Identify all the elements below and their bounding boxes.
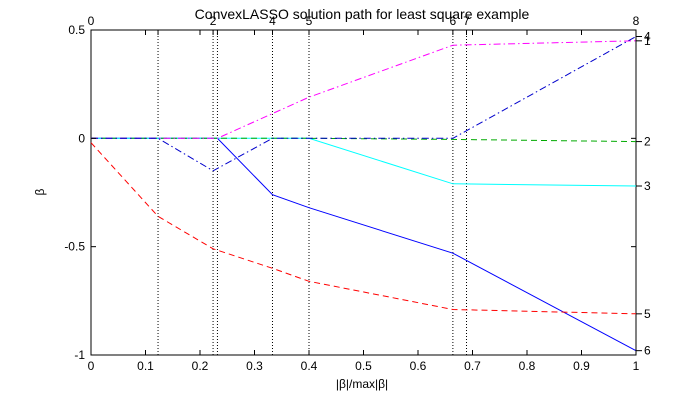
x-tick-label: 0.6	[410, 359, 427, 373]
step-marker-label: 2	[210, 14, 217, 28]
y-tick-label: -1	[74, 348, 85, 362]
x-tick-label: 0.5	[355, 359, 372, 373]
plot-area	[90, 29, 637, 356]
series-end-label: 3	[644, 179, 651, 193]
series-line-5	[90, 142, 637, 315]
chart-title: ConvexLASSO solution path for least squa…	[195, 6, 530, 22]
x-axis-label: |β|/max|β|	[336, 377, 388, 391]
x-tick-label: 0.7	[464, 359, 481, 373]
step-marker-label: 5	[306, 14, 313, 28]
y-tick-label: 0.5	[68, 23, 85, 37]
axes: 0 0.1 0.2 0.3 0.4 0.5 0.6 0.7 0.8 0.9 1-1-0.500.50…	[64, 14, 651, 373]
series-end-label: 4	[644, 30, 651, 44]
series-end-label: 2	[644, 135, 651, 149]
series-lines	[90, 36, 637, 352]
series-end-label: 1	[644, 34, 651, 48]
top-axis-end-label: 0	[88, 14, 95, 28]
x-tick-label: 0.4	[301, 359, 318, 373]
y-axis-label: β	[33, 188, 47, 195]
y-tick-label: 0	[78, 131, 85, 145]
y-tick-label: -0.5	[64, 240, 85, 254]
step-marker-label: 6	[450, 14, 457, 28]
x-tick-label: 0.9	[573, 359, 590, 373]
x-tick-label: 0.2	[192, 359, 209, 373]
series-line-3	[91, 137, 637, 187]
x-tick-label: 1	[633, 359, 640, 373]
x-tick-label: 0.3	[246, 359, 263, 373]
x-tick-label: 0.1	[137, 359, 154, 373]
series-line-1	[91, 40, 637, 139]
series-line-4	[91, 36, 637, 172]
x-tick-label: 0.8	[519, 359, 536, 373]
step-marker-label: 7	[463, 14, 470, 28]
series-line-2	[91, 137, 637, 143]
x-tick-label: 0	[88, 359, 95, 373]
series-end-label: 5	[644, 307, 651, 321]
step-marker-label: 4	[269, 14, 276, 28]
series-end-label: 6	[644, 344, 651, 358]
top-axis-end-label: 8	[633, 14, 640, 28]
